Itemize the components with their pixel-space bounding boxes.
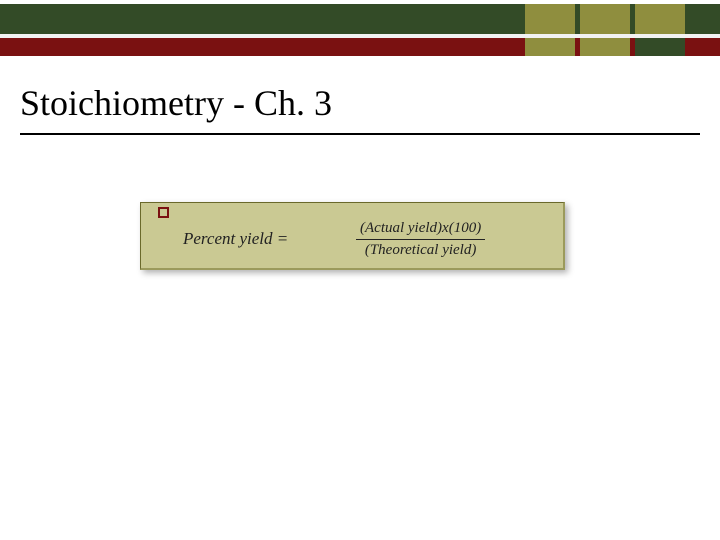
deco-block-3 [635,4,685,34]
slide-title: Stoichiometry - Ch. 3 [20,82,332,124]
deco-block-5 [580,38,630,56]
deco-block-1 [525,4,575,34]
deco-block-4 [525,38,575,56]
formula-denominator: (Theoretical yield) [356,240,485,260]
deco-block-6 [635,38,685,56]
formula-fraction: (Actual yield)x(100) (Theoretical yield) [356,219,485,260]
formula-lhs: Percent yield = [183,229,288,249]
formula-numerator: (Actual yield)x(100) [356,219,485,240]
deco-block-2 [580,4,630,34]
bullet-marker-icon [158,207,169,218]
title-underline [20,133,700,135]
top-bar [0,0,720,60]
